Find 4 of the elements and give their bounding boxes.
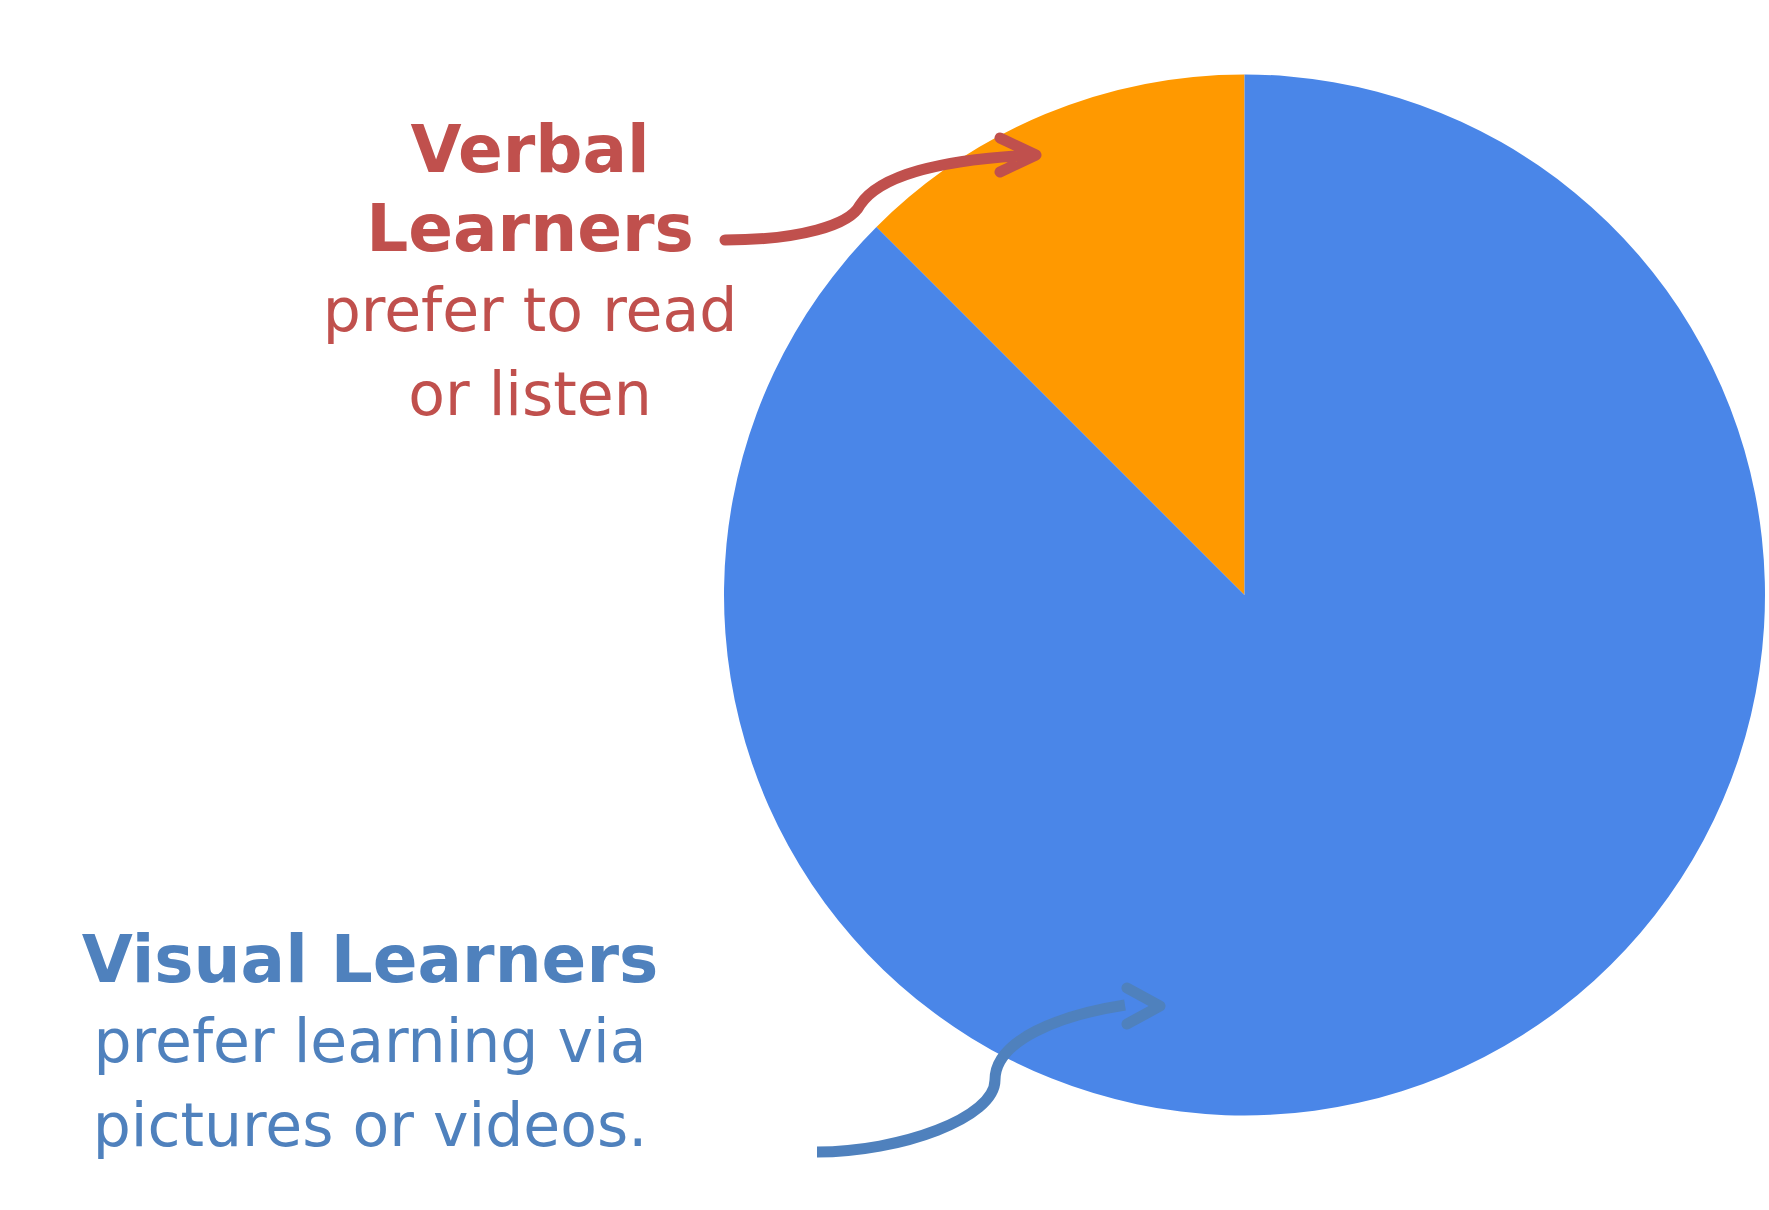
text: prefer learning via pictures or videos.: [91, 1005, 649, 1163]
slice-label: Visual Learners: [80, 920, 660, 1000]
slice-label: Verbal Learners: [365, 110, 695, 269]
text: prefer to read or listen: [321, 274, 739, 432]
